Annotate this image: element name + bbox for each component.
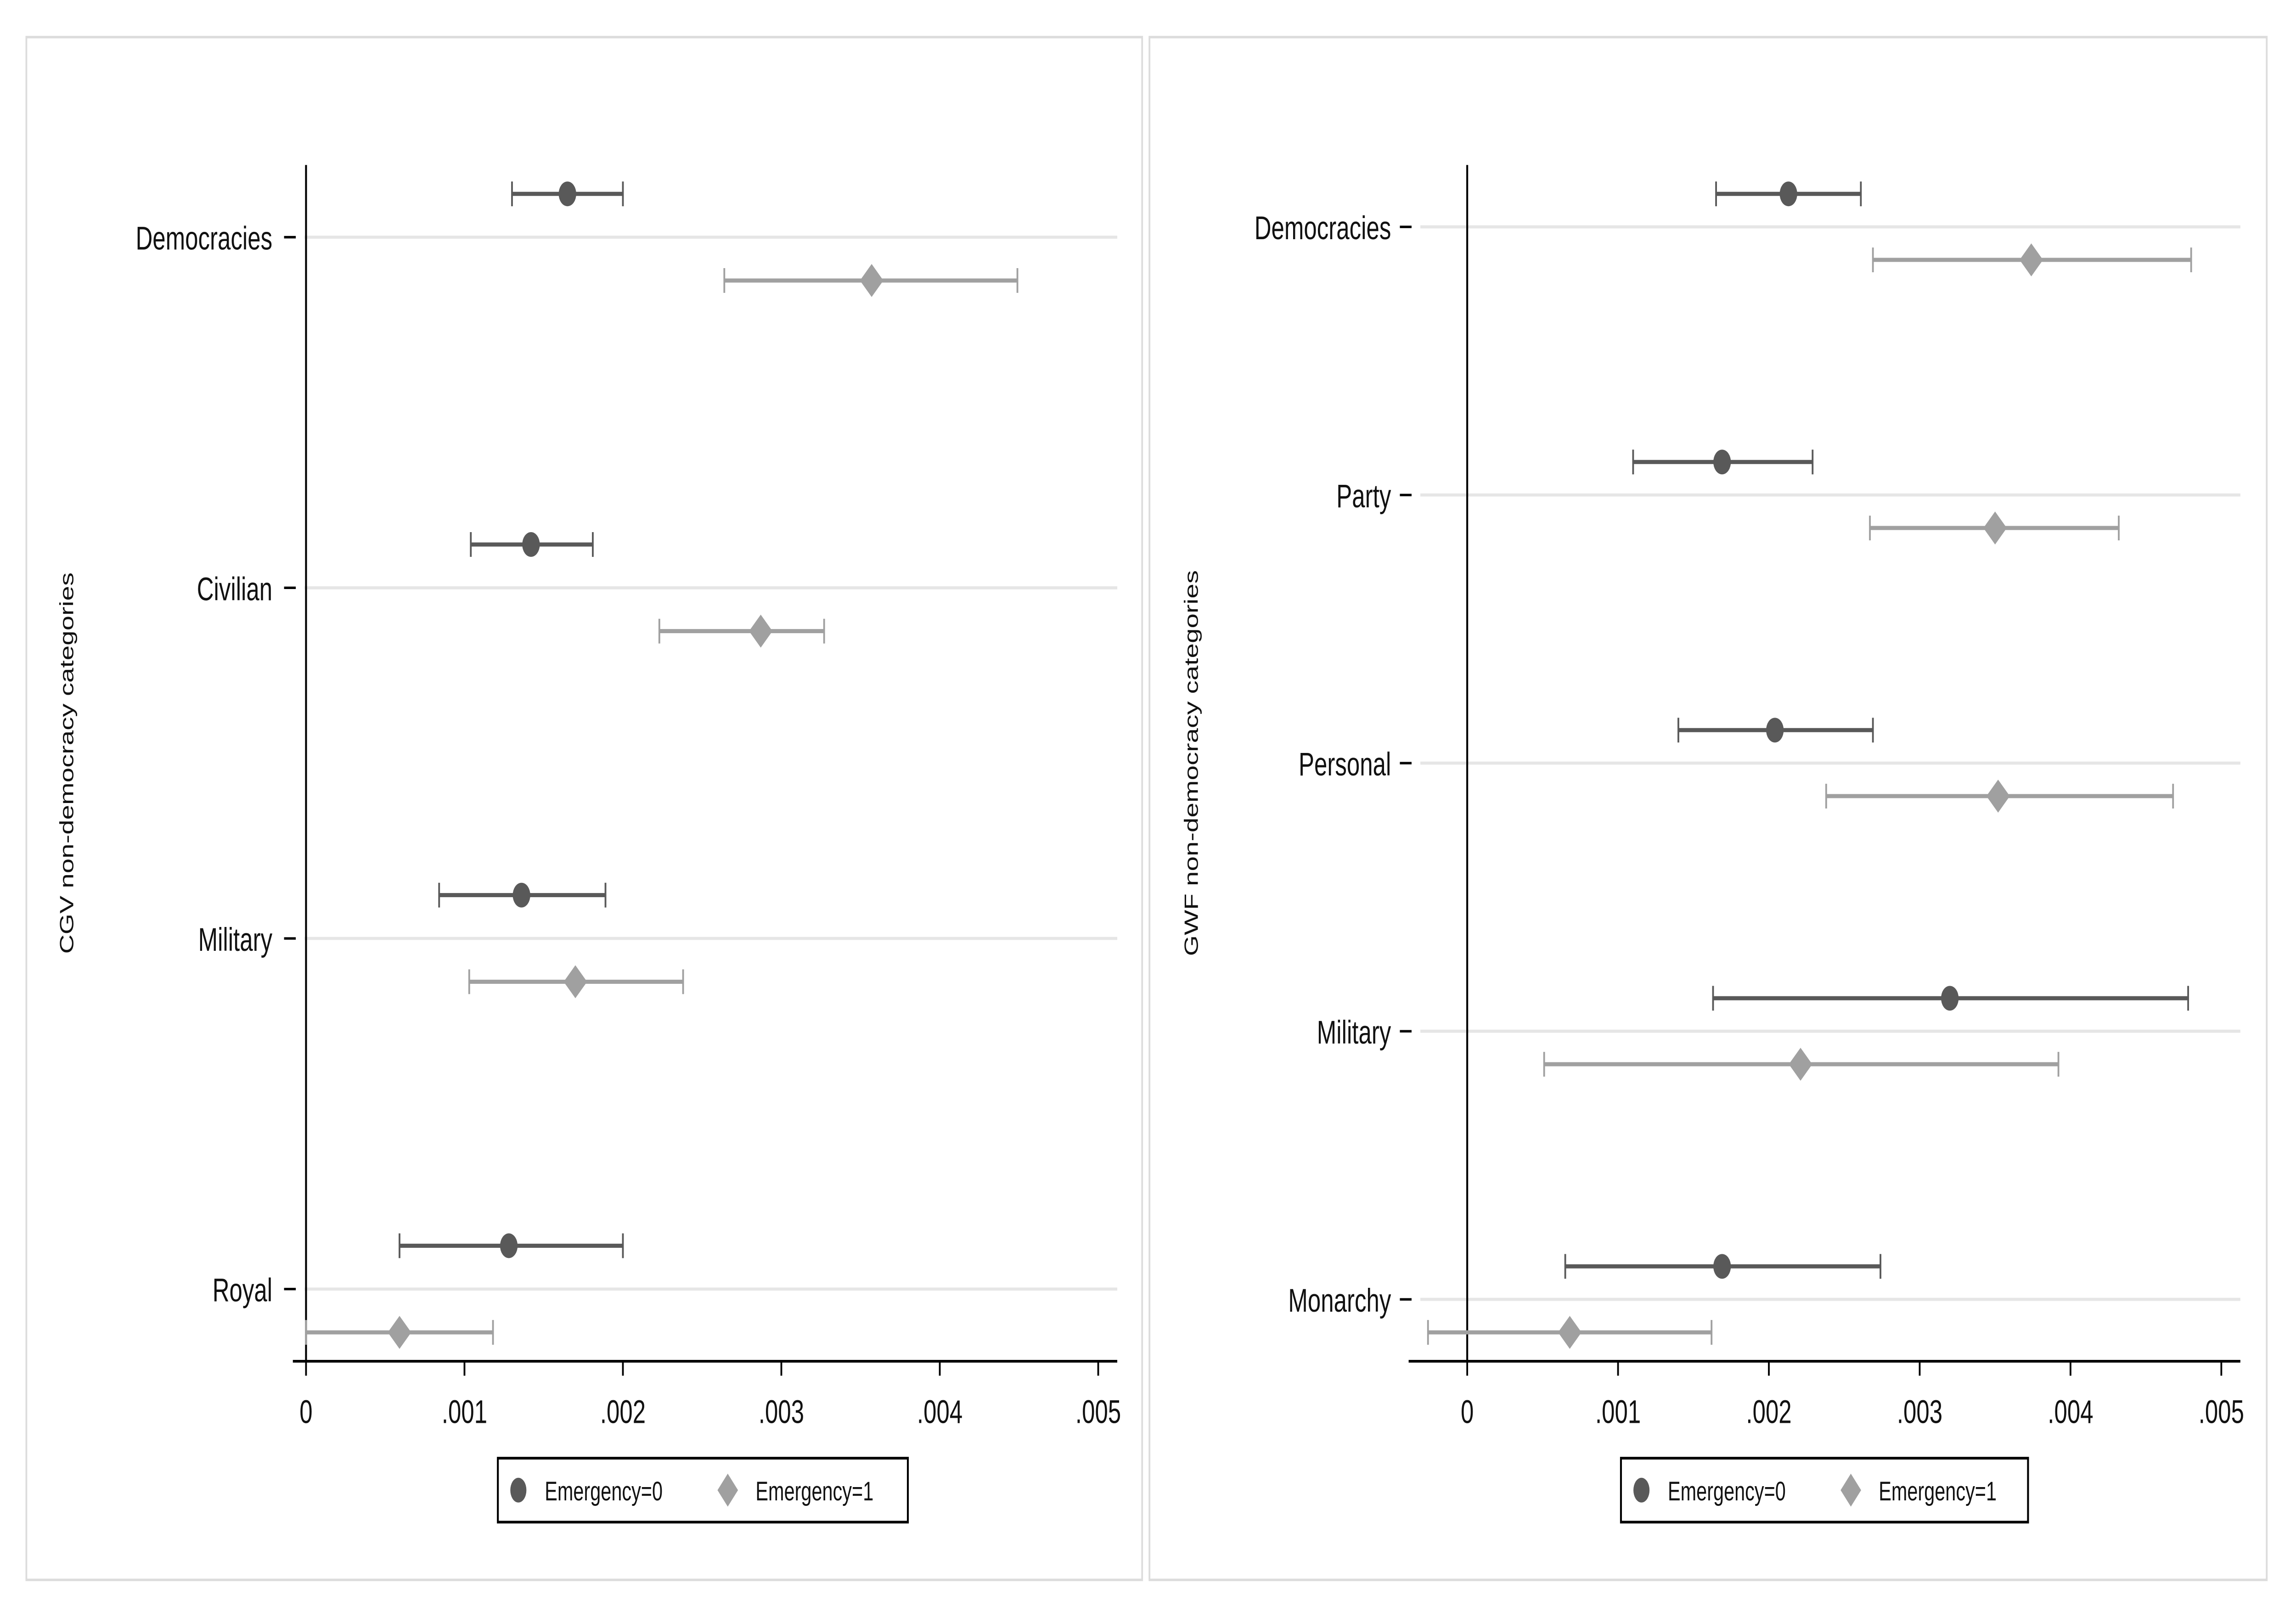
point-estimate-circle (1713, 449, 1731, 475)
point-estimate-diamond (749, 614, 773, 648)
legend-circle-icon (510, 1477, 527, 1503)
x-tick-label: .002 (1746, 1394, 1791, 1431)
y-tick-label: Party (1336, 478, 1391, 515)
point-estimate-diamond (1558, 1316, 1582, 1349)
chart-panel-1: Democracies Civilian Military Royal 0 .001 .00… (25, 36, 1143, 1581)
y-axis-title: CGV non-democracy categories (56, 573, 78, 954)
y-tick-label: Military (198, 922, 273, 959)
x-tick-label: 0 (299, 1394, 312, 1431)
point-estimate-circle (1779, 181, 1797, 207)
legend: Emergency=0 Emergency=1 (497, 1457, 909, 1524)
panel-border (25, 36, 1143, 1581)
x-tick-label: .004 (2048, 1394, 2093, 1431)
point-estimate-circle (1941, 986, 1959, 1011)
x-tick-label: .004 (917, 1394, 962, 1431)
y-tick-label: Personal (1299, 747, 1391, 783)
legend-label: Emergency=0 (545, 1476, 663, 1506)
legend-box (497, 1457, 909, 1524)
x-tick-label: .001 (1595, 1394, 1641, 1431)
point-estimate-circle (558, 181, 576, 207)
panel-border (1148, 36, 2268, 1581)
x-tick-label: .005 (2199, 1394, 2244, 1431)
point-estimate-circle (1766, 718, 1784, 743)
point-estimate-circle (500, 1233, 518, 1258)
legend-label: Emergency=1 (1879, 1476, 1997, 1506)
legend-box (1620, 1457, 2029, 1524)
legend-label: Emergency=1 (755, 1476, 873, 1506)
x-tick-label: 0 (1461, 1394, 1474, 1431)
point-estimate-diamond (388, 1316, 411, 1349)
y-axis-title: GWF non-democracy categories (1181, 570, 1202, 956)
point-estimate-circle (1713, 1254, 1731, 1279)
chart-panel-2: Democracies Party Personal Military Monarchy… (1148, 36, 2268, 1581)
y-tick-label: Monarchy (1288, 1283, 1391, 1319)
legend: Emergency=0 Emergency=1 (1620, 1457, 2029, 1524)
y-tick-label: Civilian (197, 571, 272, 608)
x-tick-label: .001 (442, 1394, 487, 1431)
point-estimate-circle (522, 532, 540, 557)
y-tick-label: Democracies (1255, 210, 1391, 247)
point-estimate-circle (512, 882, 530, 908)
x-tick-label: .003 (1897, 1394, 1942, 1431)
x-tick-label: .003 (759, 1394, 804, 1431)
y-tick-label: Royal (213, 1272, 272, 1309)
legend-diamond-icon (1840, 1473, 1861, 1507)
x-tick-label: .005 (1075, 1394, 1121, 1431)
x-tick-label: .002 (600, 1394, 646, 1431)
y-tick-label: Democracies (135, 220, 272, 257)
y-tick-label: Military (1317, 1015, 1391, 1051)
legend-label: Emergency=0 (1668, 1476, 1786, 1506)
legend-circle-icon (1633, 1477, 1650, 1503)
